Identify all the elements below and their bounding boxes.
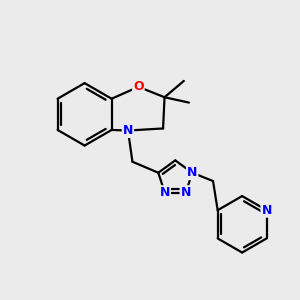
- Text: O: O: [133, 80, 144, 93]
- Text: N: N: [181, 186, 191, 199]
- Text: N: N: [160, 186, 170, 199]
- Text: N: N: [187, 166, 197, 179]
- Text: N: N: [261, 204, 272, 217]
- Text: N: N: [123, 124, 133, 137]
